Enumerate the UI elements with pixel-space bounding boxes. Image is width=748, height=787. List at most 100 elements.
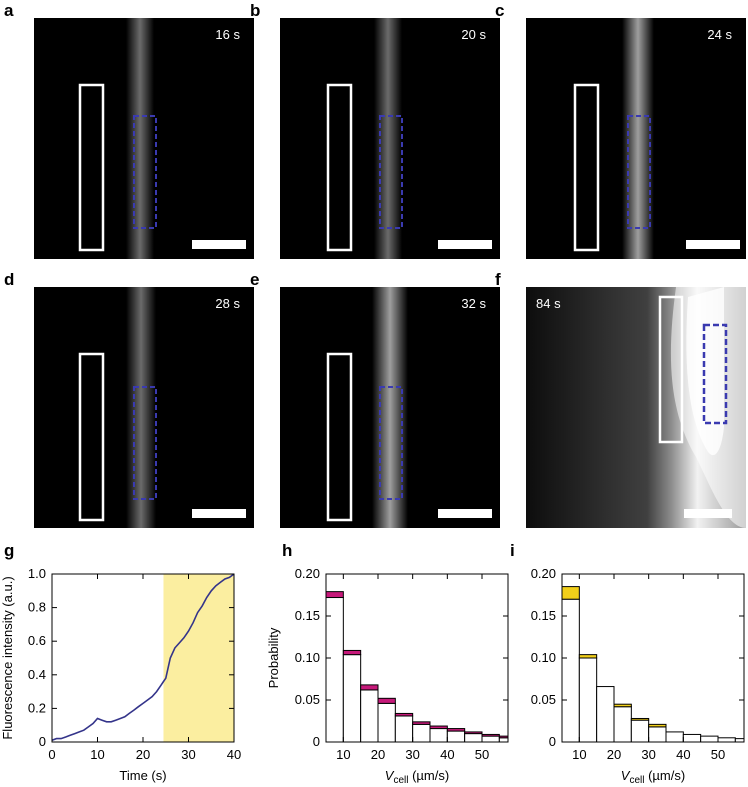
time-label: 16 s bbox=[215, 27, 240, 42]
x-tick-label: 0 bbox=[48, 747, 55, 762]
panel-letter-i: i bbox=[510, 541, 515, 560]
cell-stream-image bbox=[573, 18, 654, 259]
roi-solid-box bbox=[326, 83, 353, 252]
x-tick-label: 50 bbox=[711, 747, 725, 762]
histogram-bar-top bbox=[342, 649, 362, 656]
y-axis-label: Probability bbox=[266, 627, 281, 688]
histogram-bar bbox=[412, 723, 431, 743]
histogram-bar-top bbox=[377, 697, 396, 704]
histogram-bar-top bbox=[429, 725, 448, 730]
panel-letter-h: h bbox=[282, 541, 293, 560]
histogram-bar bbox=[630, 719, 650, 743]
histogram-bar bbox=[561, 598, 580, 743]
x-tick-label: 10 bbox=[90, 747, 104, 762]
x-axis-label: Time (s) bbox=[119, 768, 166, 783]
y-tick-label: 0 bbox=[313, 734, 320, 749]
histogram-bar-top bbox=[360, 684, 379, 691]
roi-dashed-box bbox=[133, 386, 157, 500]
roi-solid-box bbox=[658, 295, 684, 444]
y-tick-label: 0 bbox=[39, 734, 46, 749]
y-tick-label: 0.20 bbox=[531, 566, 556, 581]
histogram-bar bbox=[446, 730, 466, 743]
y-axis-label: Fluorescence intensity (a.u.) bbox=[0, 576, 15, 739]
x-tick-label: 50 bbox=[475, 747, 489, 762]
histogram-bar bbox=[429, 728, 448, 743]
x-tick-label: 30 bbox=[181, 747, 195, 762]
y-tick-label: 0 bbox=[549, 734, 556, 749]
x-tick-label: 40 bbox=[676, 747, 690, 762]
time-label: 24 s bbox=[707, 27, 732, 42]
y-tick-label: 0.15 bbox=[295, 608, 320, 623]
x-axis-label: Vcell (µm/s) bbox=[385, 768, 449, 786]
histogram-bar bbox=[464, 733, 483, 743]
x-tick-label: 30 bbox=[641, 747, 655, 762]
panel-letter-f: f bbox=[495, 270, 501, 289]
scale-bar bbox=[686, 240, 740, 249]
histogram-bar bbox=[377, 702, 396, 743]
panel-letter-c: c bbox=[495, 1, 505, 20]
chart-h: 10 20 30 40 50 0 0.05 0.10 0.15 0.20 Vcell (µm/s) P… bbox=[266, 566, 509, 786]
x-tick-label: 20 bbox=[136, 747, 150, 762]
histogram-bar-top bbox=[648, 723, 667, 728]
chart-g: 0 10 20 30 40 0 0.2 0.4 0.6 0.8 1.0 Time (s) Fluores… bbox=[0, 566, 241, 783]
micrograph-f: 84 s bbox=[526, 287, 746, 528]
y-tick-label: 0.20 bbox=[295, 566, 320, 581]
histogram-bar-top bbox=[630, 717, 650, 721]
roi-dashed-box bbox=[133, 115, 157, 229]
roi-solid-box bbox=[78, 83, 105, 252]
y-tick-label: 0.15 bbox=[531, 608, 556, 623]
histogram-bar bbox=[481, 735, 500, 743]
scale-bar bbox=[438, 509, 492, 518]
histogram-bar-top bbox=[613, 703, 632, 708]
histogram-bar bbox=[596, 686, 615, 743]
y-tick-label: 1.0 bbox=[28, 566, 46, 581]
histogram-bar-top bbox=[394, 712, 414, 717]
y-tick-label: 0.2 bbox=[28, 700, 46, 715]
time-label: 32 s bbox=[461, 296, 486, 311]
y-tick-label: 0.10 bbox=[531, 650, 556, 665]
x-axis-label: Vcell (µm/s) bbox=[621, 768, 685, 786]
roi-dashed-box bbox=[379, 115, 403, 229]
histogram-bar-top bbox=[561, 586, 580, 600]
x-tick-label: 30 bbox=[405, 747, 419, 762]
scale-bar bbox=[192, 509, 246, 518]
histogram-bar bbox=[682, 733, 702, 743]
y-tick-label: 0.10 bbox=[295, 650, 320, 665]
histogram-bar-top bbox=[412, 721, 431, 725]
y-tick-label: 0.6 bbox=[28, 633, 46, 648]
y-tick-label: 0.05 bbox=[295, 692, 320, 707]
roi-solid-box bbox=[78, 352, 105, 522]
time-label: 20 s bbox=[461, 27, 486, 42]
y-tick-label: 0.05 bbox=[531, 692, 556, 707]
histogram-bar-top bbox=[481, 733, 500, 737]
panel-letter-g: g bbox=[4, 541, 15, 560]
micrograph-c: 24 s bbox=[526, 18, 746, 259]
roi-dashed-box bbox=[627, 115, 651, 229]
histogram-bar bbox=[394, 715, 414, 743]
histogram-bar-top bbox=[325, 591, 344, 599]
highlight-region bbox=[163, 574, 234, 742]
fluorescence-line bbox=[51, 573, 235, 742]
histogram-bar-top bbox=[498, 735, 509, 739]
histogram-bar-top bbox=[446, 728, 466, 732]
x-tick-label: 20 bbox=[607, 747, 621, 762]
panel-letter-d: d bbox=[4, 270, 15, 289]
cell-stream-image bbox=[326, 287, 408, 528]
histogram-bar bbox=[578, 657, 598, 743]
time-label: 84 s bbox=[536, 296, 561, 311]
roi-dashed-box bbox=[702, 323, 728, 425]
histogram-bar bbox=[700, 735, 719, 743]
panel-letter-a: a bbox=[4, 1, 14, 20]
micrograph-a: 16 s bbox=[34, 18, 254, 259]
scale-bar bbox=[438, 240, 492, 249]
cell-flood-image bbox=[526, 287, 746, 528]
histogram-bar bbox=[360, 689, 379, 743]
histogram-bar bbox=[613, 706, 632, 743]
histogram-bar bbox=[648, 726, 667, 743]
panel-letter-e: e bbox=[250, 270, 260, 289]
micrograph-e: 32 s bbox=[280, 287, 500, 528]
cell-stream-image bbox=[326, 18, 403, 259]
scale-bar bbox=[684, 509, 732, 518]
histogram-bar bbox=[342, 654, 362, 743]
x-tick-label: 40 bbox=[440, 747, 454, 762]
